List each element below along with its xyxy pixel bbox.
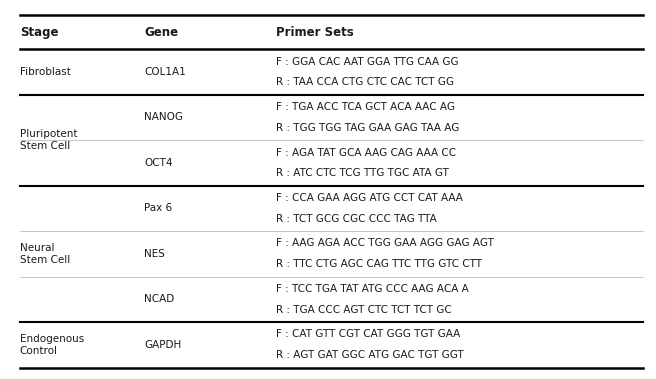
Text: GAPDH: GAPDH: [144, 340, 182, 350]
Text: Pluripotent
Stem Cell: Pluripotent Stem Cell: [20, 130, 77, 151]
Text: OCT4: OCT4: [144, 158, 173, 168]
Text: R : TGA CCC AGT CTC TCT TCT GC: R : TGA CCC AGT CTC TCT TCT GC: [276, 305, 451, 315]
Text: F : AGA TAT GCA AAG CAG AAA CC: F : AGA TAT GCA AAG CAG AAA CC: [276, 147, 456, 158]
Text: F : GGA CAC AAT GGA TTG CAA GG: F : GGA CAC AAT GGA TTG CAA GG: [276, 56, 458, 67]
Text: R : TCT GCG CGC CCC TAG TTA: R : TCT GCG CGC CCC TAG TTA: [276, 214, 436, 224]
Text: Stage: Stage: [20, 26, 58, 39]
Text: F : TGA ACC TCA GCT ACA AAC AG: F : TGA ACC TCA GCT ACA AAC AG: [276, 102, 455, 112]
Text: R : AGT GAT GGC ATG GAC TGT GGT: R : AGT GAT GGC ATG GAC TGT GGT: [276, 350, 463, 360]
Text: Fibroblast: Fibroblast: [20, 67, 71, 77]
Text: R : TGG TGG TAG GAA GAG TAA AG: R : TGG TGG TAG GAA GAG TAA AG: [276, 123, 459, 133]
Text: COL1A1: COL1A1: [144, 67, 186, 77]
Text: F : CAT GTT CGT CAT GGG TGT GAA: F : CAT GTT CGT CAT GGG TGT GAA: [276, 329, 460, 340]
Text: R : TAA CCA CTG CTC CAC TCT GG: R : TAA CCA CTG CTC CAC TCT GG: [276, 77, 453, 88]
Text: F : AAG AGA ACC TGG GAA AGG GAG AGT: F : AAG AGA ACC TGG GAA AGG GAG AGT: [276, 238, 493, 249]
Text: NES: NES: [144, 249, 165, 259]
Text: Endogenous
Control: Endogenous Control: [20, 334, 84, 356]
Text: F : CCA GAA AGG ATG CCT CAT AAA: F : CCA GAA AGG ATG CCT CAT AAA: [276, 193, 462, 203]
Text: Pax 6: Pax 6: [144, 204, 173, 213]
Text: R : ATC CTC TCG TTG TGC ATA GT: R : ATC CTC TCG TTG TGC ATA GT: [276, 168, 449, 179]
Text: Gene: Gene: [144, 26, 178, 39]
Text: NCAD: NCAD: [144, 294, 174, 304]
Text: F : TCC TGA TAT ATG CCC AAG ACA A: F : TCC TGA TAT ATG CCC AAG ACA A: [276, 284, 468, 294]
Text: R : TTC CTG AGC CAG TTC TTG GTC CTT: R : TTC CTG AGC CAG TTC TTG GTC CTT: [276, 259, 482, 269]
Text: Neural
Stem Cell: Neural Stem Cell: [20, 243, 70, 265]
Text: NANOG: NANOG: [144, 113, 183, 122]
Text: Primer Sets: Primer Sets: [276, 26, 354, 39]
